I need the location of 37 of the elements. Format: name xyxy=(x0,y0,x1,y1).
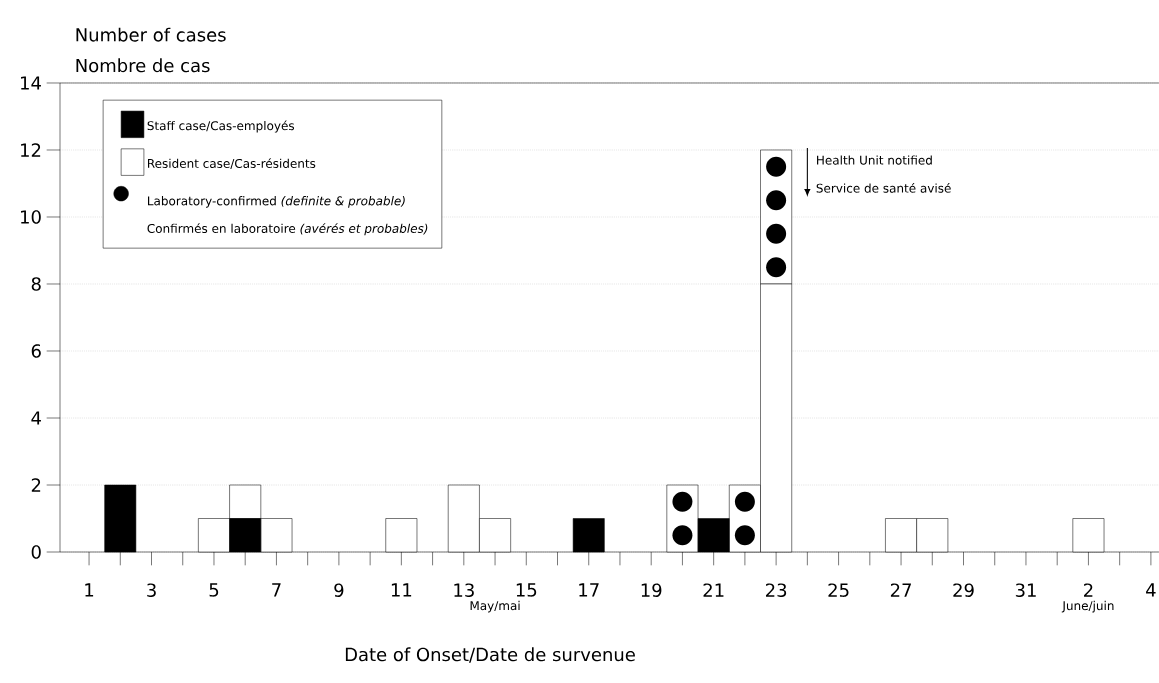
legend-label: Resident case/Cas-résidents xyxy=(148,158,316,169)
x-tick-label: 23 xyxy=(765,583,787,597)
y-tick-label: 12 xyxy=(21,143,41,157)
y-tick-label: 8 xyxy=(31,277,41,291)
text: June/juin xyxy=(1061,600,1114,613)
text: May/mai xyxy=(470,600,520,613)
x-tick-label: 17 xyxy=(579,583,599,597)
y-tick-label: 2 xyxy=(31,478,41,492)
x-tick-label: 4 xyxy=(1146,583,1156,597)
x-tick-label: 13 xyxy=(454,583,474,597)
x-tick-label: 1 xyxy=(85,583,94,597)
x-tick-label: 15 xyxy=(516,583,537,597)
legend-label: Staff case/Cas-employés xyxy=(147,120,295,133)
x-tick-label: 2 xyxy=(1084,583,1093,597)
x-tick-label: 25 xyxy=(828,583,849,597)
y-tick-label: 10 xyxy=(21,210,41,224)
annotation: Health Unit notified xyxy=(817,155,932,165)
y-tick-label: 14 xyxy=(21,76,41,90)
x-tick-label: 19 xyxy=(641,583,662,597)
x-tick-label: 7 xyxy=(272,583,281,597)
y-tick-label: 4 xyxy=(31,411,41,425)
x-axis-title: Date of Onset/Date de survenue xyxy=(345,647,635,663)
x-tick-label: 5 xyxy=(209,583,219,597)
x-tick-label: 11 xyxy=(391,583,412,597)
x-tick-label: 9 xyxy=(334,583,344,597)
text: Nombre de cas xyxy=(76,58,210,73)
x-tick-label: 21 xyxy=(703,583,724,597)
y-axis-title: Number of cases xyxy=(76,27,226,42)
annotation: Confirmés en laboratoire (avérés et probables) xyxy=(147,223,428,236)
annotation: Service de santé avisé xyxy=(816,182,951,193)
y-tick-label: 0 xyxy=(31,545,41,559)
x-tick-label: 27 xyxy=(890,583,911,597)
x-tick-label: 29 xyxy=(953,583,974,597)
x-tick-label: 3 xyxy=(147,583,156,597)
y-tick-label: 6 xyxy=(31,344,41,358)
legend-label: Laboratory-confirmed (definite & probable) xyxy=(148,196,405,208)
x-tick-label: 31 xyxy=(1015,583,1036,597)
